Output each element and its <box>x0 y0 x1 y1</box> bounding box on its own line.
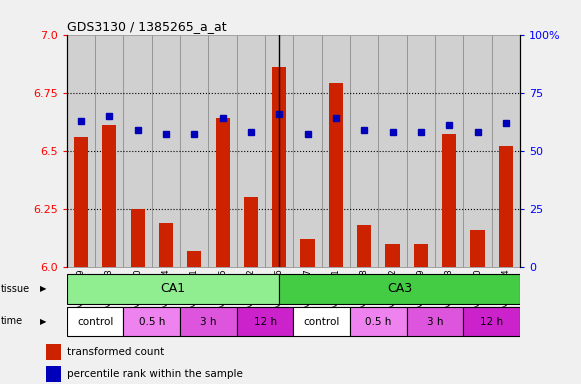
Bar <box>293 35 322 267</box>
Bar <box>209 35 237 267</box>
Bar <box>102 125 116 267</box>
Bar <box>322 35 350 267</box>
Bar <box>471 230 485 267</box>
Bar <box>279 274 520 304</box>
Text: 12 h: 12 h <box>253 316 277 327</box>
Bar <box>123 35 152 267</box>
Bar <box>74 137 88 267</box>
Text: transformed count: transformed count <box>67 347 164 357</box>
Bar <box>464 307 520 336</box>
Bar <box>329 83 343 267</box>
Bar <box>464 35 492 267</box>
Bar <box>272 67 286 267</box>
Bar <box>350 307 407 336</box>
Text: control: control <box>77 316 113 327</box>
Bar <box>350 35 378 267</box>
Text: CA3: CA3 <box>387 283 412 295</box>
Text: 3 h: 3 h <box>427 316 443 327</box>
Text: CA1: CA1 <box>160 283 185 295</box>
Text: 12 h: 12 h <box>480 316 503 327</box>
Text: control: control <box>303 316 340 327</box>
Text: 3 h: 3 h <box>200 316 217 327</box>
Bar <box>407 35 435 267</box>
Text: 0.5 h: 0.5 h <box>139 316 165 327</box>
Bar <box>152 35 180 267</box>
Bar <box>407 307 464 336</box>
Bar <box>187 251 202 267</box>
Text: ▶: ▶ <box>40 317 46 326</box>
Bar <box>237 35 265 267</box>
Text: percentile rank within the sample: percentile rank within the sample <box>67 369 243 379</box>
Bar <box>95 35 123 267</box>
Bar <box>385 244 400 267</box>
Bar <box>67 35 95 267</box>
Bar <box>293 307 350 336</box>
Bar <box>378 35 407 267</box>
Bar <box>435 35 464 267</box>
Bar <box>442 134 456 267</box>
Bar <box>180 35 209 267</box>
Bar <box>498 146 513 267</box>
Bar <box>67 307 124 336</box>
Text: time: time <box>1 316 23 326</box>
Bar <box>237 307 293 336</box>
Text: GDS3130 / 1385265_a_at: GDS3130 / 1385265_a_at <box>67 20 227 33</box>
Bar <box>300 239 315 267</box>
Bar <box>492 35 520 267</box>
Bar <box>123 307 180 336</box>
Text: ▶: ▶ <box>40 284 46 293</box>
Bar <box>244 197 258 267</box>
Bar <box>46 366 61 382</box>
Bar <box>131 209 145 267</box>
Bar <box>180 307 237 336</box>
Bar <box>216 118 229 267</box>
Bar <box>67 274 279 304</box>
Bar <box>414 244 428 267</box>
Text: tissue: tissue <box>1 284 30 294</box>
Bar <box>265 35 293 267</box>
Bar <box>46 344 61 360</box>
Bar <box>357 225 371 267</box>
Text: 0.5 h: 0.5 h <box>365 316 392 327</box>
Bar <box>159 223 173 267</box>
